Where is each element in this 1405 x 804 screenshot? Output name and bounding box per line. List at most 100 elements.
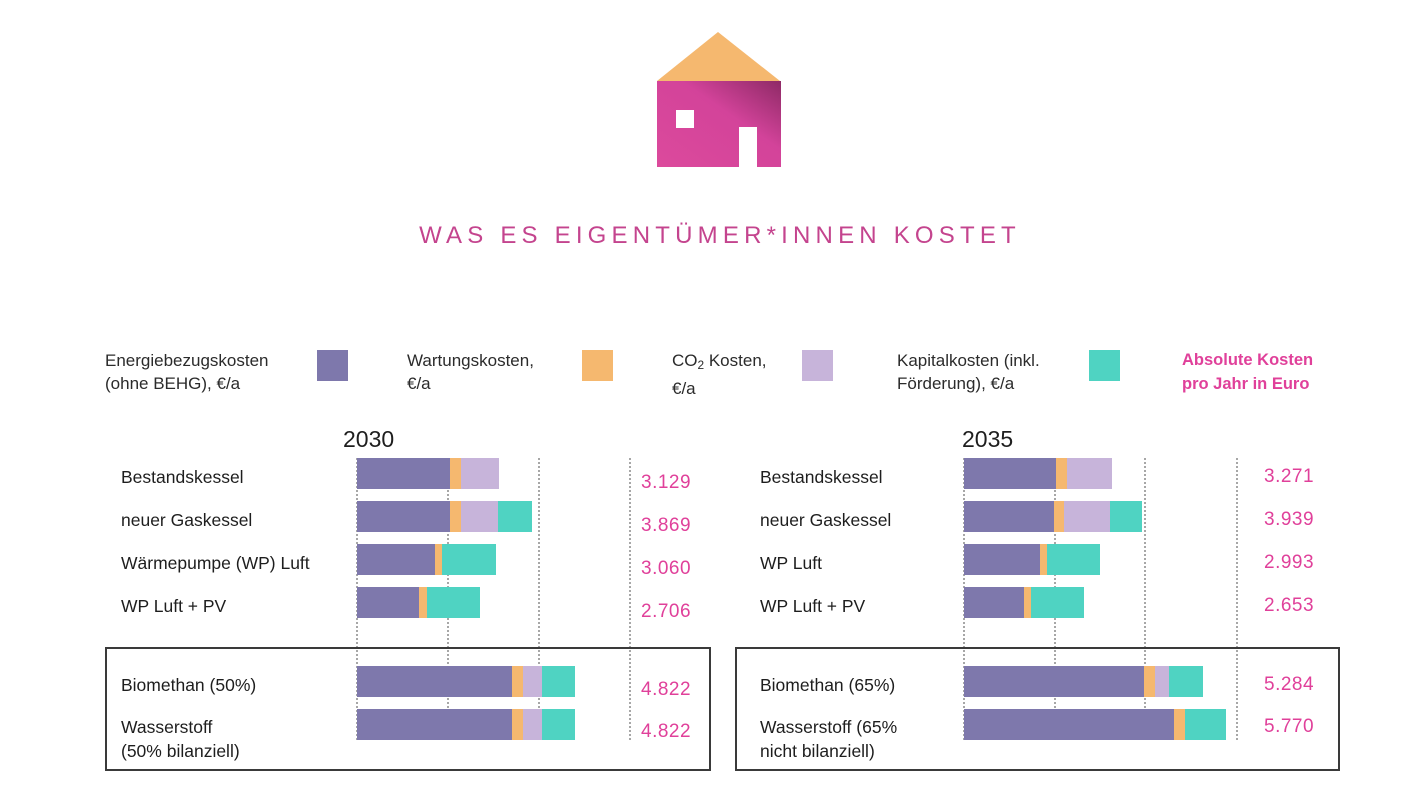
total-value: 3.060 — [641, 558, 692, 579]
legend-swatch-maintenance — [582, 350, 613, 381]
row-label-line2: (50% bilanziell) — [121, 741, 240, 761]
total-value: 4.822 — [641, 679, 692, 700]
segment-co2 — [461, 458, 499, 489]
segment-co2 — [461, 501, 498, 532]
segment-co2 — [1155, 666, 1169, 697]
segment-maintenance — [435, 544, 442, 575]
legend-swatch-co2 — [802, 350, 833, 381]
total-value: 5.770 — [1264, 716, 1315, 737]
gridline — [629, 458, 631, 740]
legend-capital: Kapitalkosten (inkl. Förderung), €/a — [897, 349, 1040, 395]
row-label: Bestandskessel — [760, 467, 883, 487]
segment-maintenance — [1054, 501, 1064, 532]
segment-capital — [1110, 501, 1142, 532]
segment-capital — [1169, 666, 1203, 697]
stacked-bar — [964, 587, 1084, 618]
row-label: Wärmepumpe (WP) Luft — [121, 553, 310, 573]
legend-absolute: Absolute Kosten pro Jahr in Euro — [1182, 348, 1313, 396]
row-label-line1: Wasserstoff — [121, 717, 213, 737]
segment-co2 — [1067, 458, 1112, 489]
legend-capital-line2: Förderung), €/a — [897, 374, 1015, 393]
segment-maintenance — [1056, 458, 1067, 489]
total-value: 3.129 — [641, 472, 692, 493]
gridline — [1236, 458, 1238, 740]
legend-energy: Energiebezugskosten (ohne BEHG), €/a — [105, 349, 269, 395]
alternative-fuels-box — [735, 647, 1340, 771]
total-value: 3.869 — [641, 515, 692, 536]
stacked-bar — [964, 544, 1100, 575]
segment-capital — [442, 544, 496, 575]
stacked-bar — [357, 666, 575, 697]
legend-absolute-line1: Absolute Kosten — [1182, 351, 1314, 369]
segment-energy — [357, 709, 512, 740]
legend-swatch-energy — [317, 350, 348, 381]
segment-energy — [964, 501, 1054, 532]
legend-energy-line2: (ohne BEHG), €/a — [105, 374, 241, 393]
segment-capital — [427, 587, 480, 618]
segment-maintenance — [450, 458, 461, 489]
stacked-bar — [964, 709, 1226, 740]
year-label: 2030 — [343, 426, 395, 452]
segment-co2 — [1064, 501, 1110, 532]
segment-maintenance — [1024, 587, 1031, 618]
segment-energy — [357, 501, 450, 532]
segment-capital — [1031, 587, 1084, 618]
legend-co2-line2: €/a — [672, 379, 696, 398]
row-label: WP Luft — [760, 553, 822, 573]
gridline — [538, 458, 540, 740]
segment-energy — [964, 587, 1024, 618]
alternative-fuels-box — [105, 647, 711, 771]
stacked-bar — [357, 544, 496, 575]
total-value: 2.706 — [641, 601, 692, 622]
row-label-line1: Wasserstoff (65% — [760, 717, 898, 737]
segment-capital — [1185, 709, 1226, 740]
segment-energy — [357, 587, 419, 618]
stacked-bar — [964, 666, 1203, 697]
legend-maintenance-line2: €/a — [407, 374, 431, 393]
segment-capital — [542, 666, 575, 697]
segment-capital — [498, 501, 532, 532]
segment-co2 — [523, 709, 542, 740]
row-label: Biomethan (65%) — [760, 675, 896, 695]
year-label: 2035 — [962, 426, 1014, 452]
row-label: Wasserstoff (65% nicht bilanziell) — [760, 715, 897, 763]
legend-energy-line1: Energiebezugskosten — [105, 351, 269, 370]
segment-maintenance — [1144, 666, 1155, 697]
segment-maintenance — [1174, 709, 1185, 740]
gridline — [1144, 458, 1146, 740]
legend-capital-line1: Kapitalkosten (inkl. — [897, 351, 1040, 370]
segment-maintenance — [450, 501, 461, 532]
row-label: WP Luft + PV — [121, 596, 227, 616]
chart-title: WAS ES EIGENTÜMER*INNEN KOSTET — [419, 222, 1021, 249]
stacked-bar — [357, 709, 575, 740]
segment-maintenance — [1040, 544, 1047, 575]
row-label: Biomethan (50%) — [121, 675, 257, 695]
stacked-bar — [964, 501, 1142, 532]
row-label: neuer Gaskessel — [121, 510, 253, 530]
total-value: 2.653 — [1264, 595, 1315, 616]
legend-maintenance-line1: Wartungskosten, — [407, 351, 534, 370]
row-label: Wasserstoff (50% bilanziell) — [121, 715, 240, 763]
row-label: Bestandskessel — [121, 467, 244, 487]
legend-maintenance: Wartungskosten, €/a — [407, 349, 534, 395]
total-value: 2.993 — [1264, 552, 1315, 573]
segment-capital — [542, 709, 575, 740]
stacked-bar — [964, 458, 1112, 489]
segment-energy — [964, 544, 1040, 575]
segment-maintenance — [512, 709, 523, 740]
segment-maintenance — [419, 587, 427, 618]
total-value: 4.822 — [641, 721, 692, 742]
total-value: 3.939 — [1264, 509, 1315, 530]
house-icon — [657, 32, 781, 167]
segment-maintenance — [512, 666, 523, 697]
row-label-line2: nicht bilanziell) — [760, 741, 875, 761]
legend-absolute-line2: pro Jahr in Euro — [1182, 375, 1310, 393]
total-value: 5.284 — [1264, 674, 1315, 695]
stacked-bar — [357, 501, 532, 532]
legend-co2-line1: CO2 Kosten, — [672, 351, 767, 372]
segment-energy — [964, 666, 1144, 697]
segment-energy — [357, 458, 450, 489]
segment-energy — [964, 709, 1174, 740]
segment-energy — [357, 666, 512, 697]
legend-co2: CO2 Kosten, €/a — [672, 349, 767, 400]
